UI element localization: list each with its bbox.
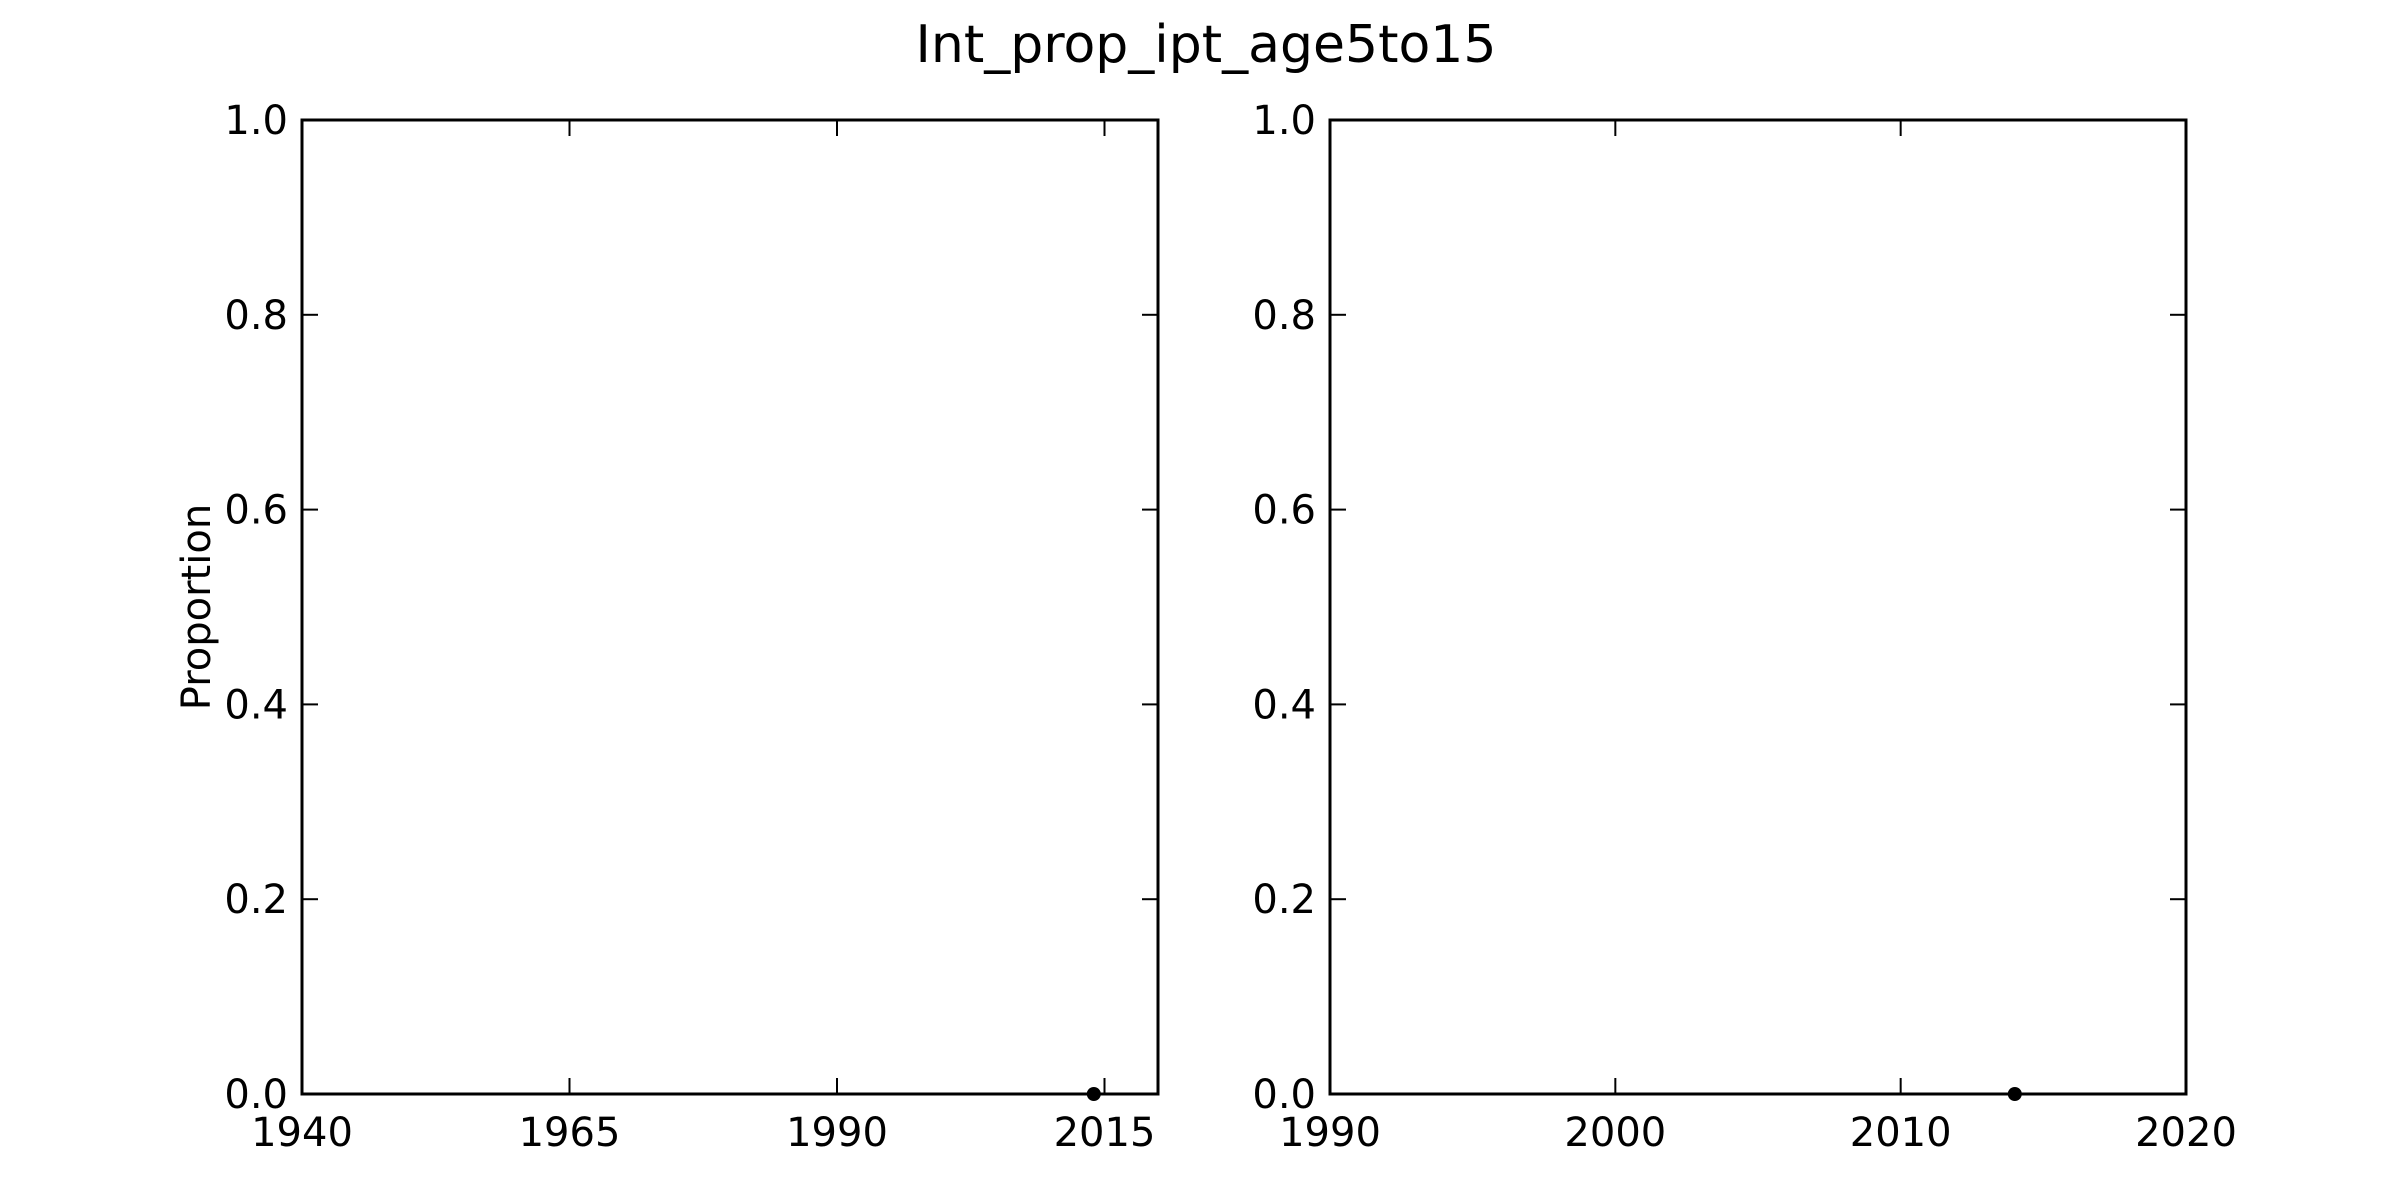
y-tick-label: 1.0 xyxy=(1252,98,1316,144)
y-tick-label: 0.8 xyxy=(224,293,288,339)
y-tick-label: 0.0 xyxy=(224,1072,288,1118)
axes-frame xyxy=(300,118,1160,1096)
data-point xyxy=(1086,1087,1101,1101)
y-tick-label: 0.8 xyxy=(1252,293,1316,339)
x-tick-label: 1990 xyxy=(786,1110,888,1156)
x-tick-label: 2010 xyxy=(1850,1110,1952,1156)
panels: 0.0 0.2 0.4 0.6 0.8 1.0 1940 1965 1990 2015 Propor… xyxy=(174,98,2237,1156)
x-tick-label: 2015 xyxy=(1054,1110,1156,1156)
chart-title: Int_prop_ipt_age5to15 xyxy=(916,15,1497,75)
y-tick-label: 0.4 xyxy=(1252,682,1316,728)
y-tick-label: 0.4 xyxy=(224,682,288,728)
x-tick-label: 1965 xyxy=(519,1110,621,1156)
x-tick-label: 2020 xyxy=(2135,1110,2237,1156)
x-tick-label: 1940 xyxy=(251,1110,353,1156)
y-tick-label: 0.2 xyxy=(224,877,288,923)
y-tick-label: 0.0 xyxy=(1252,1072,1316,1118)
data-point xyxy=(2007,1087,2022,1101)
y-tick-label: 1.0 xyxy=(224,98,288,144)
panel-2: 0.0 0.2 0.4 0.6 0.8 1.0 1990 2000 2010 2020 xyxy=(1252,98,2237,1156)
y-tick-label: 0.6 xyxy=(224,488,288,534)
x-tick-label: 2000 xyxy=(1564,1110,1666,1156)
axes-frame xyxy=(1328,118,2188,1096)
x-tick-label: 1990 xyxy=(1279,1110,1381,1156)
y-tick-label: 0.6 xyxy=(1252,488,1316,534)
y-axis-label: Proportion xyxy=(174,504,220,710)
y-tick-label: 0.2 xyxy=(1252,877,1316,923)
panel-1: 0.0 0.2 0.4 0.6 0.8 1.0 1940 1965 1990 2015 Propor… xyxy=(174,98,1160,1156)
